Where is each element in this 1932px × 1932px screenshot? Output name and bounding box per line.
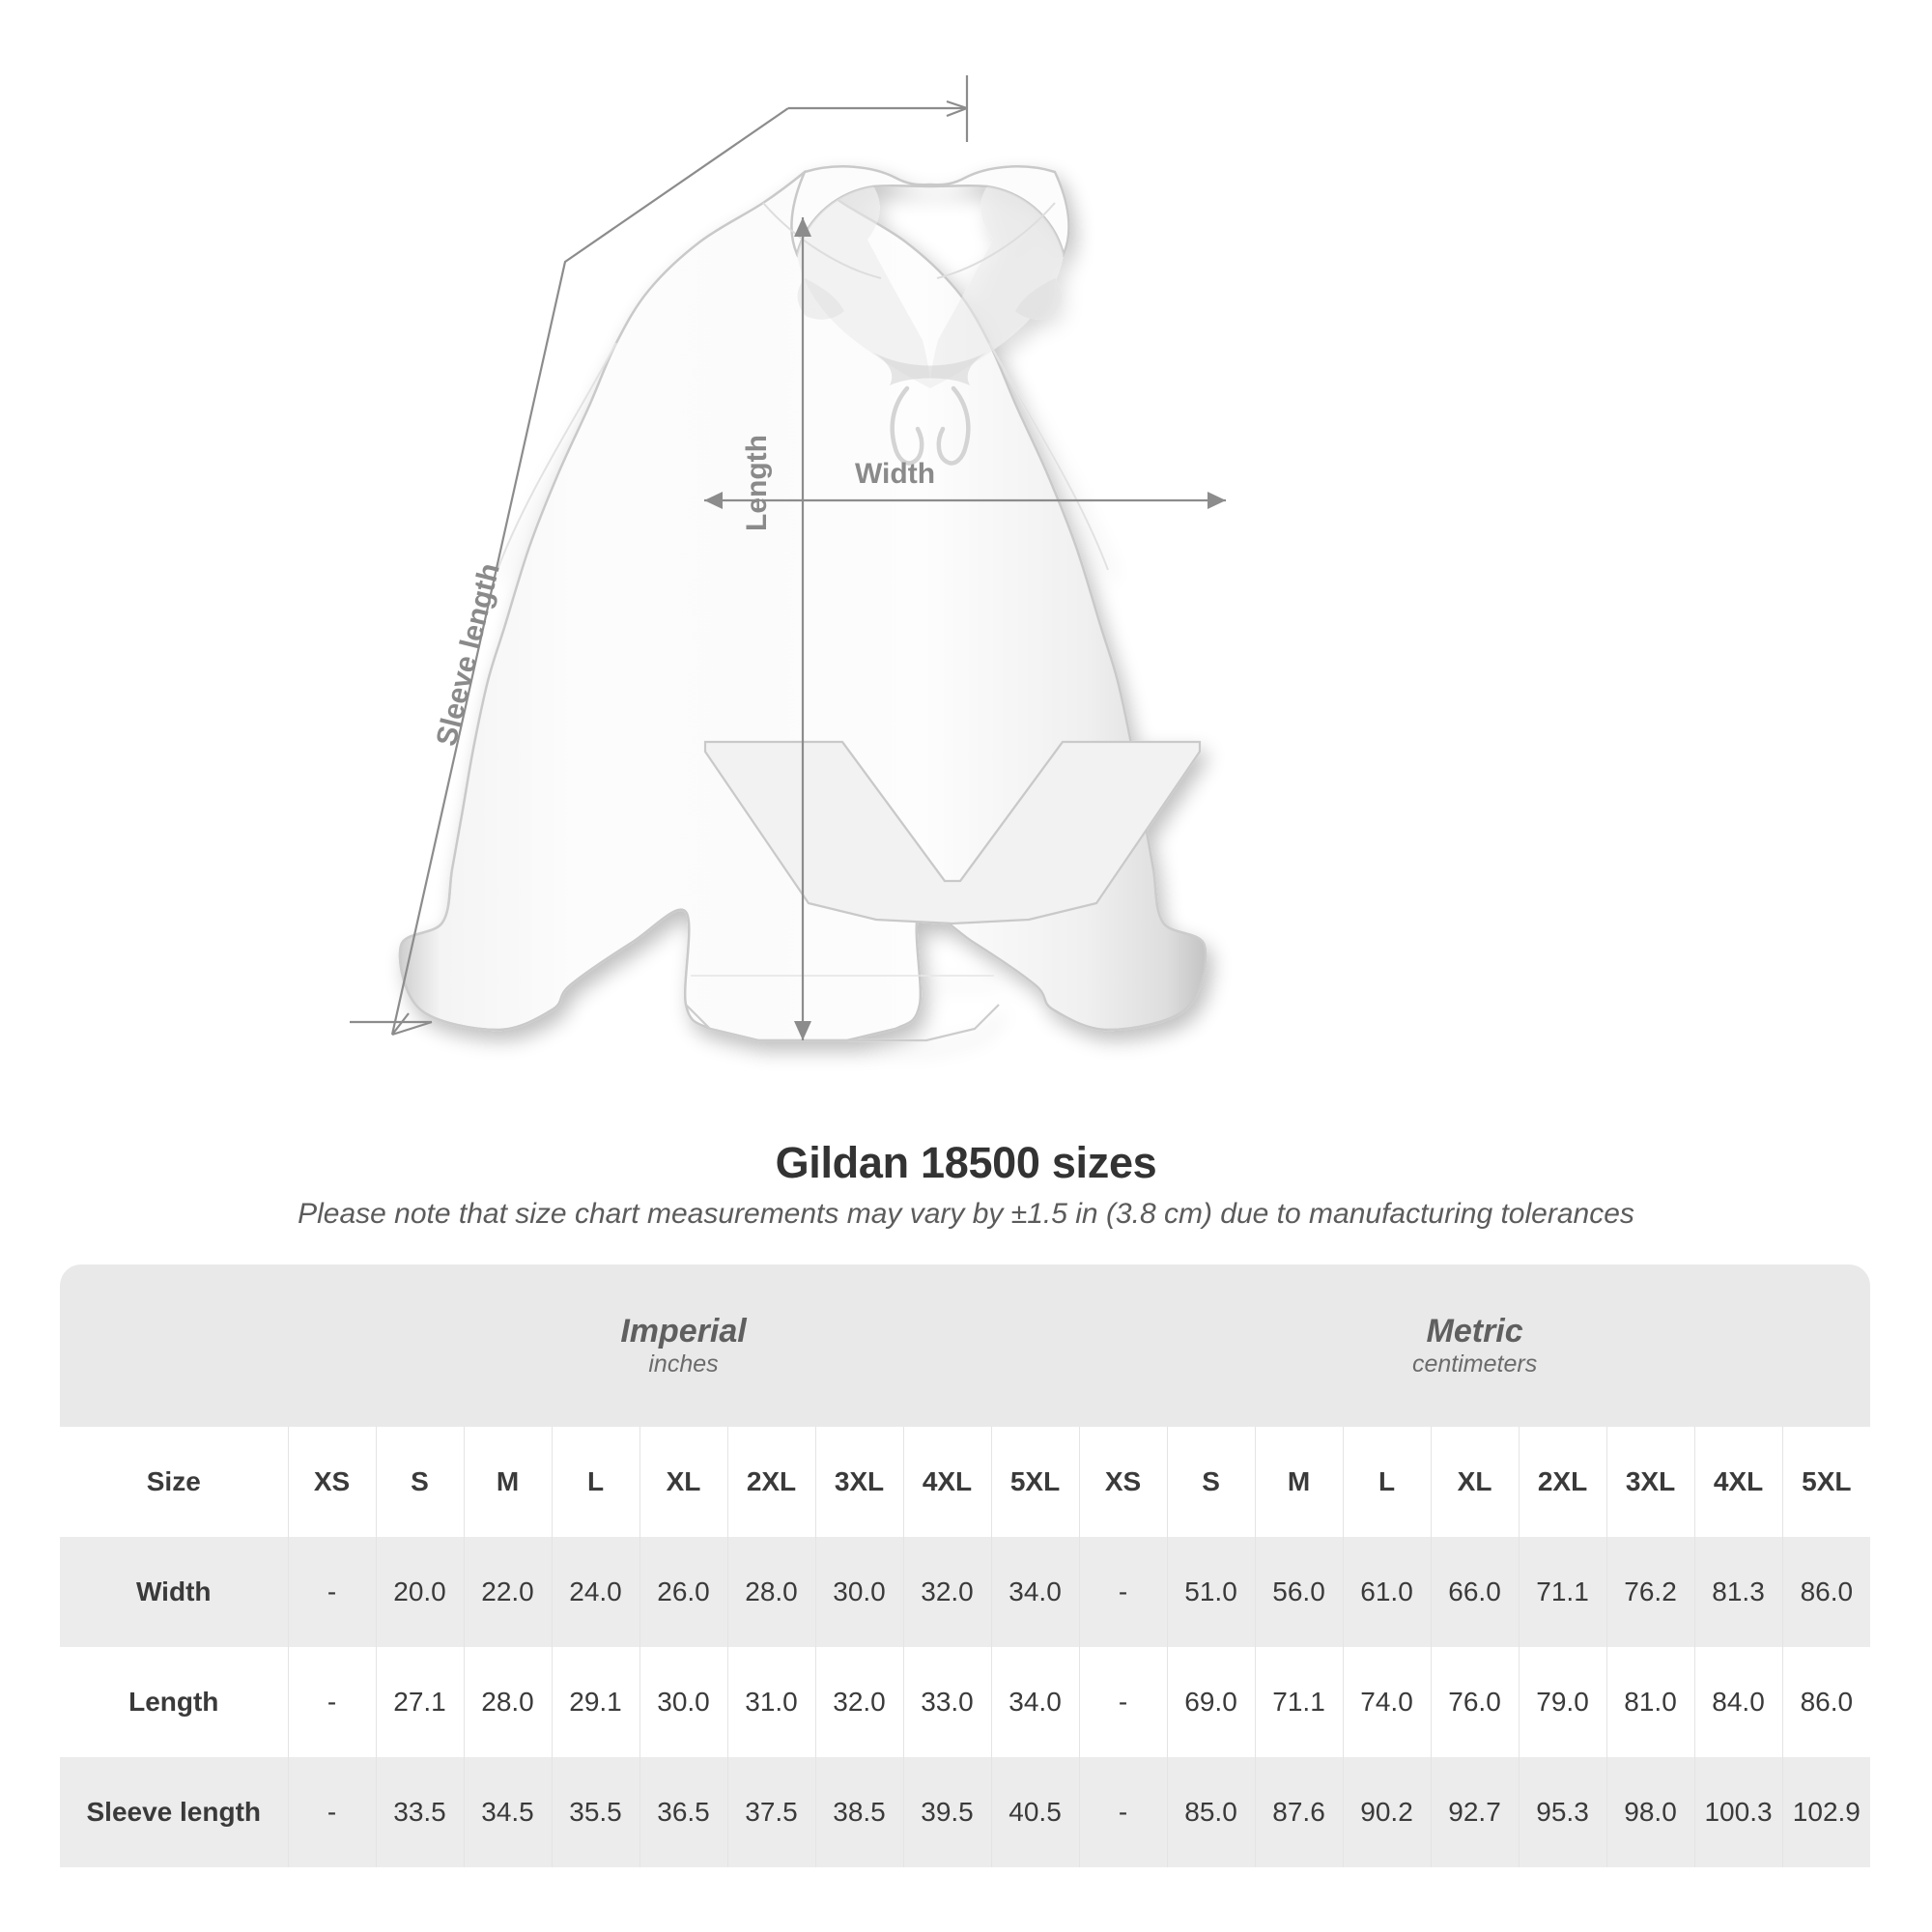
svg-text:Width: Width	[855, 458, 935, 490]
svg-text:Length: Length	[741, 435, 773, 531]
